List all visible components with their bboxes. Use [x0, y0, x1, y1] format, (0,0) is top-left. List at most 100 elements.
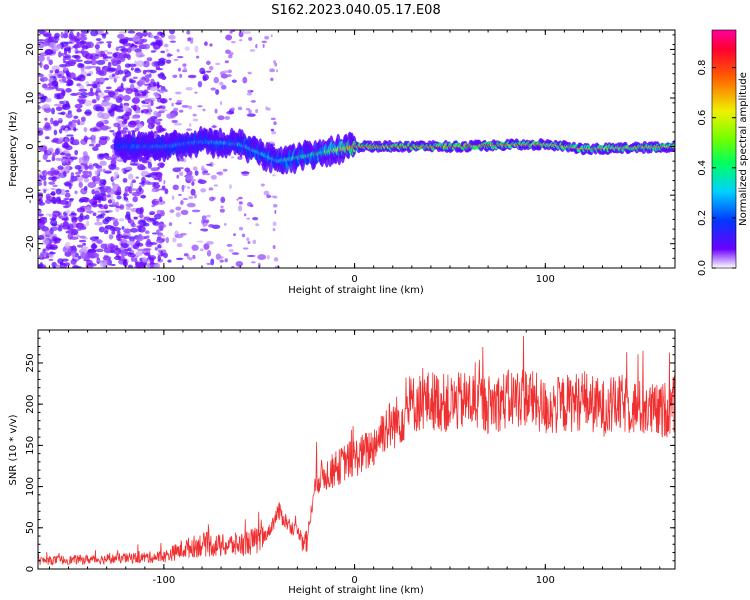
noise-speckle	[179, 73, 183, 79]
noise-speckle	[135, 207, 143, 215]
noise-speckle	[96, 218, 100, 222]
noise-speckle	[63, 221, 70, 228]
noise-speckle	[248, 36, 253, 41]
noise-speckle	[106, 41, 113, 44]
noise-speckle	[61, 89, 66, 96]
noise-speckle	[150, 50, 156, 53]
noise-speckle	[48, 36, 54, 39]
noise-speckle	[63, 170, 67, 177]
noise-speckle	[135, 176, 139, 179]
noise-speckle	[91, 175, 101, 182]
noise-speckle	[113, 77, 117, 83]
noise-speckle	[157, 176, 163, 182]
noise-speckle	[63, 47, 71, 52]
noise-speckle	[87, 248, 97, 253]
noise-speckle	[46, 56, 50, 62]
noise-speckle	[93, 187, 101, 192]
noise-speckle	[105, 97, 111, 101]
noise-speckle	[180, 200, 184, 206]
noise-speckle	[209, 65, 214, 71]
colorbar-label: Normalized spectral amplitude	[738, 72, 749, 226]
noise-speckle	[98, 77, 105, 84]
noise-speckle	[144, 98, 152, 102]
noise-speckle	[68, 72, 76, 80]
noise-speckle	[153, 110, 158, 117]
noise-speckle	[51, 170, 58, 175]
noise-speckle	[38, 145, 48, 152]
noise-speckle	[276, 69, 279, 73]
noise-speckle	[233, 233, 236, 237]
noise-speckle	[78, 63, 85, 68]
noise-speckle	[269, 68, 276, 73]
noise-speckle	[202, 74, 209, 81]
noise-speckle	[132, 97, 140, 104]
noise-speckle	[92, 200, 98, 206]
noise-speckle	[74, 164, 82, 170]
noise-speckle	[94, 221, 103, 226]
noise-speckle	[86, 220, 90, 227]
noise-speckle	[132, 243, 140, 250]
noise-speckle	[70, 212, 77, 216]
noise-speckle	[90, 58, 97, 66]
noise-speckle	[144, 174, 152, 178]
noise-speckle	[214, 108, 218, 114]
noise-speckle	[271, 130, 277, 135]
colorbar-gradient	[711, 29, 737, 269]
noise-speckle	[50, 187, 56, 191]
noise-speckle	[127, 264, 134, 268]
noise-speckle	[246, 237, 250, 242]
noise-speckle	[247, 241, 251, 244]
noise-speckle	[192, 113, 197, 117]
noise-speckle	[89, 236, 99, 241]
noise-speckle	[43, 189, 47, 194]
noise-speckle	[114, 255, 122, 261]
noise-speckle	[142, 60, 150, 68]
noise-speckle	[184, 46, 190, 51]
noise-speckle	[95, 105, 102, 112]
noise-speckle	[153, 182, 160, 185]
noise-speckle	[206, 240, 214, 245]
noise-speckle	[168, 98, 172, 101]
noise-speckle	[115, 109, 124, 113]
noise-speckle	[85, 214, 90, 220]
noise-speckle	[107, 42, 112, 49]
noise-speckle	[192, 254, 196, 260]
noise-speckle	[127, 121, 137, 128]
noise-speckle	[63, 198, 70, 201]
noise-speckle	[79, 40, 87, 44]
noise-speckle	[82, 151, 88, 157]
noise-speckle	[125, 200, 130, 203]
noise-speckle	[157, 234, 166, 237]
noise-speckle	[65, 100, 70, 108]
noise-speckle	[78, 88, 88, 92]
noise-speckle	[115, 191, 122, 196]
noise-speckle	[185, 87, 193, 91]
noise-speckle	[83, 60, 93, 65]
noise-speckle	[51, 107, 56, 115]
noise-speckle	[211, 125, 217, 128]
noise-speckle	[74, 38, 81, 43]
noise-speckle	[50, 226, 58, 232]
noise-speckle	[145, 235, 150, 239]
noise-speckle	[186, 30, 191, 35]
noise-speckle	[38, 127, 44, 132]
noise-speckle	[54, 32, 60, 38]
noise-speckle	[71, 123, 77, 128]
noise-speckle	[167, 259, 172, 263]
noise-speckle	[57, 74, 62, 77]
figure-title: S162.2023.040.05.17.E08	[271, 3, 440, 18]
noise-speckle	[194, 45, 199, 53]
noise-speckle	[201, 165, 205, 171]
noise-speckle	[98, 138, 108, 146]
noise-speckle	[99, 91, 105, 99]
noise-speckle	[132, 196, 138, 203]
noise-speckle	[96, 59, 106, 65]
noise-speckle	[91, 99, 97, 104]
noise-speckle	[119, 38, 129, 44]
noise-speckle	[250, 261, 256, 264]
noise-speckle	[48, 258, 54, 261]
noise-speckle	[217, 171, 224, 176]
noise-speckle	[165, 236, 170, 244]
noise-speckle	[238, 201, 243, 205]
noise-speckle	[188, 196, 194, 200]
